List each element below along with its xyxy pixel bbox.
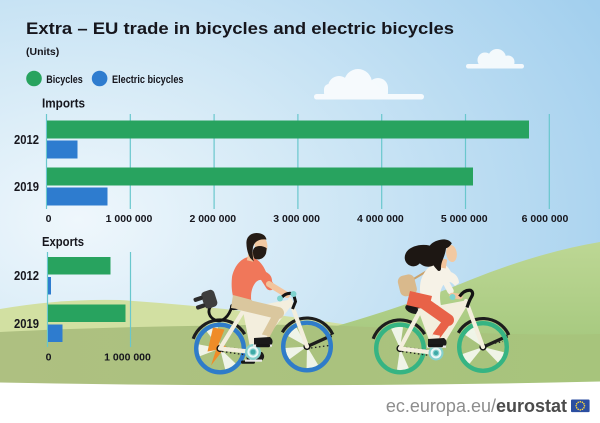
svg-text:Imports: Imports — [42, 97, 85, 111]
svg-text:2012: 2012 — [14, 269, 39, 283]
svg-text:0: 0 — [46, 213, 52, 225]
svg-text:6 000 000: 6 000 000 — [522, 213, 569, 225]
svg-text:5 000 000: 5 000 000 — [441, 213, 488, 225]
svg-text:1 000 000: 1 000 000 — [106, 213, 153, 225]
svg-text:2019: 2019 — [14, 180, 39, 194]
svg-text:0: 0 — [46, 352, 52, 364]
svg-text:4 000 000: 4 000 000 — [357, 213, 404, 225]
svg-text:2 000 000: 2 000 000 — [189, 213, 236, 225]
svg-text:ec.europa.eu/eurostat: ec.europa.eu/eurostat — [386, 396, 567, 416]
svg-text:(Units): (Units) — [26, 46, 59, 58]
svg-text:2012: 2012 — [14, 133, 39, 147]
svg-text:2019: 2019 — [14, 317, 39, 331]
svg-text:Extra – EU trade in bicycles a: Extra – EU trade in bicycles and electri… — [26, 19, 454, 38]
svg-text:1 000 000: 1 000 000 — [104, 352, 151, 364]
svg-text:Electric bicycles: Electric bicycles — [112, 74, 184, 86]
svg-text:3 000 000: 3 000 000 — [273, 213, 320, 225]
svg-text:Bicycles: Bicycles — [46, 74, 83, 86]
svg-text:Exports: Exports — [42, 235, 84, 249]
